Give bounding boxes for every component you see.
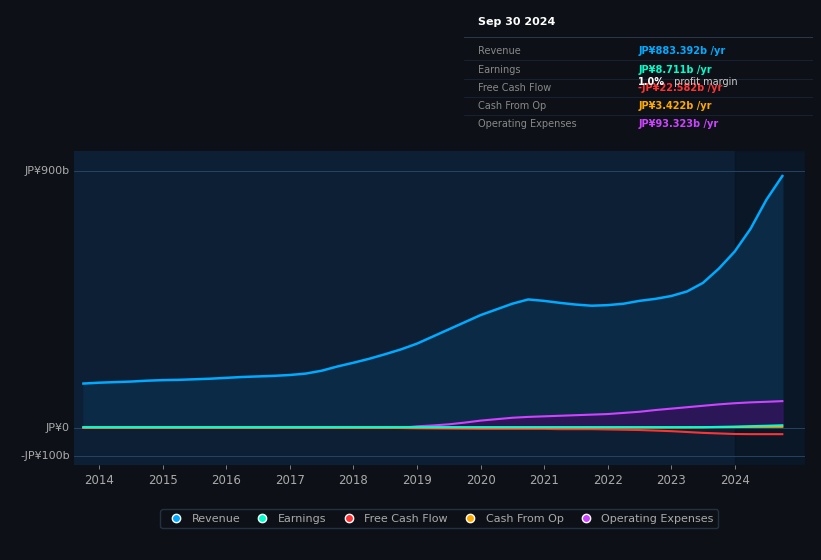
Text: JP¥8.711b /yr: JP¥8.711b /yr <box>639 65 712 75</box>
Text: profit margin: profit margin <box>672 77 738 87</box>
Legend: Revenue, Earnings, Free Cash Flow, Cash From Op, Operating Expenses: Revenue, Earnings, Free Cash Flow, Cash … <box>160 510 718 528</box>
Text: JP¥883.392b /yr: JP¥883.392b /yr <box>639 46 726 56</box>
Text: Revenue: Revenue <box>478 46 521 56</box>
Text: 1.0%: 1.0% <box>639 77 665 87</box>
Text: JP¥900b: JP¥900b <box>25 166 70 176</box>
Text: Earnings: Earnings <box>478 65 521 75</box>
Text: -JP¥22.582b /yr: -JP¥22.582b /yr <box>639 83 722 93</box>
Bar <box>735 151 805 465</box>
Text: Operating Expenses: Operating Expenses <box>478 119 576 129</box>
Text: Cash From Op: Cash From Op <box>478 101 546 111</box>
Text: JP¥3.422b /yr: JP¥3.422b /yr <box>639 101 712 111</box>
Text: Free Cash Flow: Free Cash Flow <box>478 83 551 93</box>
Text: JP¥93.323b /yr: JP¥93.323b /yr <box>639 119 718 129</box>
Text: JP¥0: JP¥0 <box>46 423 70 433</box>
Text: -JP¥100b: -JP¥100b <box>21 451 70 461</box>
Text: Sep 30 2024: Sep 30 2024 <box>478 17 555 27</box>
